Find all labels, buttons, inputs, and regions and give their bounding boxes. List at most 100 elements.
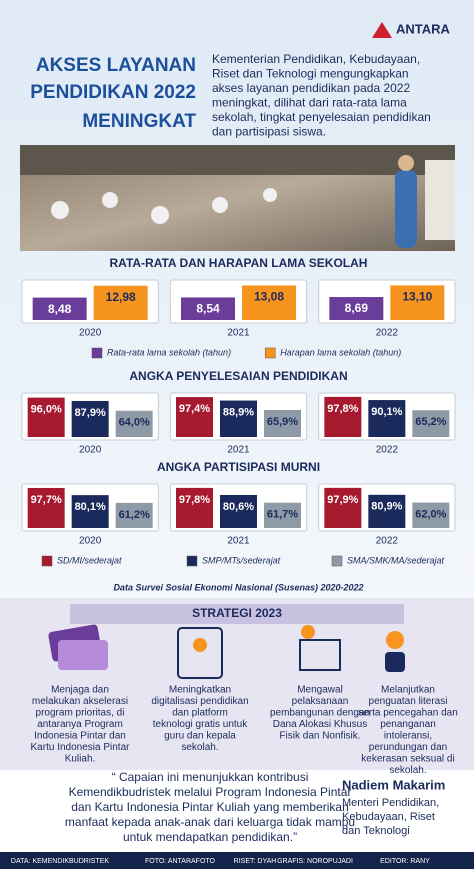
strategy-text: Kuliah. bbox=[65, 754, 96, 765]
strategy-title-band bbox=[70, 604, 404, 624]
strategy-text: pelaksanaan bbox=[292, 696, 349, 707]
value-label: 80,1% bbox=[75, 501, 106, 513]
value-label: 8,69 bbox=[345, 301, 369, 315]
bar bbox=[264, 409, 301, 437]
strategy-text: Kartu Indonesia Pintar bbox=[31, 742, 131, 753]
title: AKSES LAYANAN bbox=[36, 55, 196, 76]
bar bbox=[412, 502, 450, 528]
description: dan partisipasi siswa. bbox=[212, 125, 326, 139]
x-tick-label: 2020 bbox=[79, 328, 102, 339]
strategy-text: kekerasan seksual di bbox=[361, 754, 454, 765]
legend-swatch bbox=[331, 555, 343, 567]
strategy-text: serta pencegahan dan bbox=[358, 708, 458, 719]
value-label: 96,0% bbox=[31, 404, 62, 416]
strategy-text: intoleransi, bbox=[384, 731, 432, 742]
legend-label: SMP/MTs/sederajat bbox=[202, 555, 281, 565]
strategy-text: teknologi gratis untuk bbox=[153, 719, 249, 730]
photo-teacher bbox=[395, 170, 417, 248]
strategy-text: Dana Alokasi Khusus bbox=[273, 719, 368, 730]
photo-student bbox=[151, 206, 169, 224]
footer-credit: GRAFIS: NOROPUJADI bbox=[277, 858, 353, 865]
legend-swatch bbox=[264, 347, 276, 359]
value-label: 97,7% bbox=[31, 494, 62, 506]
value-label: 8,48 bbox=[48, 302, 72, 316]
value-label: 65,9% bbox=[267, 416, 298, 428]
value-label: 64,0% bbox=[119, 417, 150, 429]
strategy-title: STRATEGI 2023 bbox=[192, 606, 282, 620]
value-label: 90,1% bbox=[371, 406, 402, 418]
bar bbox=[176, 397, 213, 437]
footer-bg bbox=[0, 852, 474, 869]
strategy-text: penanganan bbox=[380, 719, 436, 730]
x-tick-label: 2022 bbox=[376, 445, 399, 456]
value-label: 61,2% bbox=[119, 509, 150, 521]
value-label: 97,8% bbox=[179, 494, 210, 506]
value-label: 97,8% bbox=[327, 403, 358, 415]
value-label: 80,6% bbox=[223, 501, 254, 513]
chart-title: ANGKA PARTISIPASI MURNI bbox=[157, 460, 320, 474]
strategy-text: Fisik dan Nonfisik. bbox=[279, 731, 360, 742]
strategy-text: guru dan kepala bbox=[164, 731, 236, 742]
bar bbox=[390, 285, 445, 320]
legend-swatch bbox=[186, 555, 198, 567]
legend-label: Harapan lama sekolah (tahun) bbox=[280, 347, 401, 357]
strategy-text: digitalisasi pendidikan bbox=[151, 696, 248, 707]
bar bbox=[115, 410, 153, 437]
photo-student bbox=[212, 197, 228, 213]
bar bbox=[181, 297, 235, 320]
x-tick-label: 2021 bbox=[227, 536, 250, 547]
tablet-icon bbox=[177, 627, 223, 679]
strategy-text: dan platform bbox=[172, 708, 228, 719]
bar bbox=[93, 285, 148, 320]
strategy-text: sekolah. bbox=[389, 765, 426, 776]
strategy-icons bbox=[48, 624, 405, 679]
x-tick-label: 2021 bbox=[227, 445, 250, 456]
footer-credit: RISET: DYAH bbox=[234, 858, 277, 865]
x-tick-label: 2022 bbox=[376, 328, 399, 339]
quote-role: dan Teknologi bbox=[342, 825, 410, 837]
strategy-text: Menjaga dan bbox=[51, 685, 109, 696]
strategy-text: program prioritas, di bbox=[36, 708, 125, 719]
strategy-text: sekolah. bbox=[181, 742, 218, 753]
strategy-text: Meningkatkan bbox=[169, 685, 231, 696]
strategy-text: antaranya Program bbox=[37, 719, 123, 730]
strategy-text: Mengawal bbox=[297, 685, 343, 696]
value-label: 97,4% bbox=[179, 403, 210, 415]
photo-teacher-head bbox=[398, 155, 414, 171]
quote-text: untuk mendapatkan pendidikan.” bbox=[123, 830, 297, 844]
bar bbox=[324, 487, 362, 528]
value-label: 13,08 bbox=[254, 290, 284, 304]
strategy-text: pembangunan dengan bbox=[270, 708, 370, 719]
chart-title: ANGKA PENYELESAIAN PENDIDIKAN bbox=[129, 369, 347, 383]
bar bbox=[32, 297, 87, 320]
x-tick-label: 2020 bbox=[79, 536, 102, 547]
bar bbox=[412, 410, 450, 437]
footer-credit: DATA: KEMENDIKBUDRISTEK bbox=[11, 858, 109, 865]
strategy-text: melakukan akselerasi bbox=[32, 696, 128, 707]
photo-student bbox=[263, 188, 277, 202]
description: Riset dan Teknologi mengungkapkan bbox=[212, 67, 409, 81]
photo-board bbox=[425, 160, 455, 240]
value-label: 87,9% bbox=[75, 407, 106, 419]
x-tick-label: 2020 bbox=[79, 445, 102, 456]
strategy-text: Indonesia Pintar dan bbox=[34, 731, 126, 742]
quote-text: “ Capaian ini menunjukkan kontribusi bbox=[112, 770, 309, 784]
legend-swatch bbox=[91, 347, 103, 359]
logo-icon bbox=[372, 22, 392, 38]
value-label: 97,9% bbox=[327, 494, 358, 506]
strategy-bg bbox=[0, 598, 474, 770]
quote-name: Nadiem Makarim bbox=[342, 777, 445, 792]
photo bbox=[20, 145, 455, 251]
footer-credit: EDITOR: RANY bbox=[380, 858, 430, 865]
strategy-text: penguatan literasi bbox=[369, 696, 448, 707]
person-icon-body bbox=[385, 652, 405, 672]
description: meningkat, dilihat dari rata-rata lama bbox=[212, 96, 407, 110]
photo-student bbox=[51, 201, 69, 219]
photo-wall bbox=[20, 145, 455, 175]
legend-label: SD/MI/sederajat bbox=[57, 555, 122, 565]
legend-label: SMA/SMK/MA/sederajat bbox=[347, 555, 445, 565]
card-icon bbox=[58, 640, 108, 670]
title: PENDIDIKAN 2022 bbox=[30, 82, 196, 103]
coin-icon bbox=[301, 625, 315, 639]
